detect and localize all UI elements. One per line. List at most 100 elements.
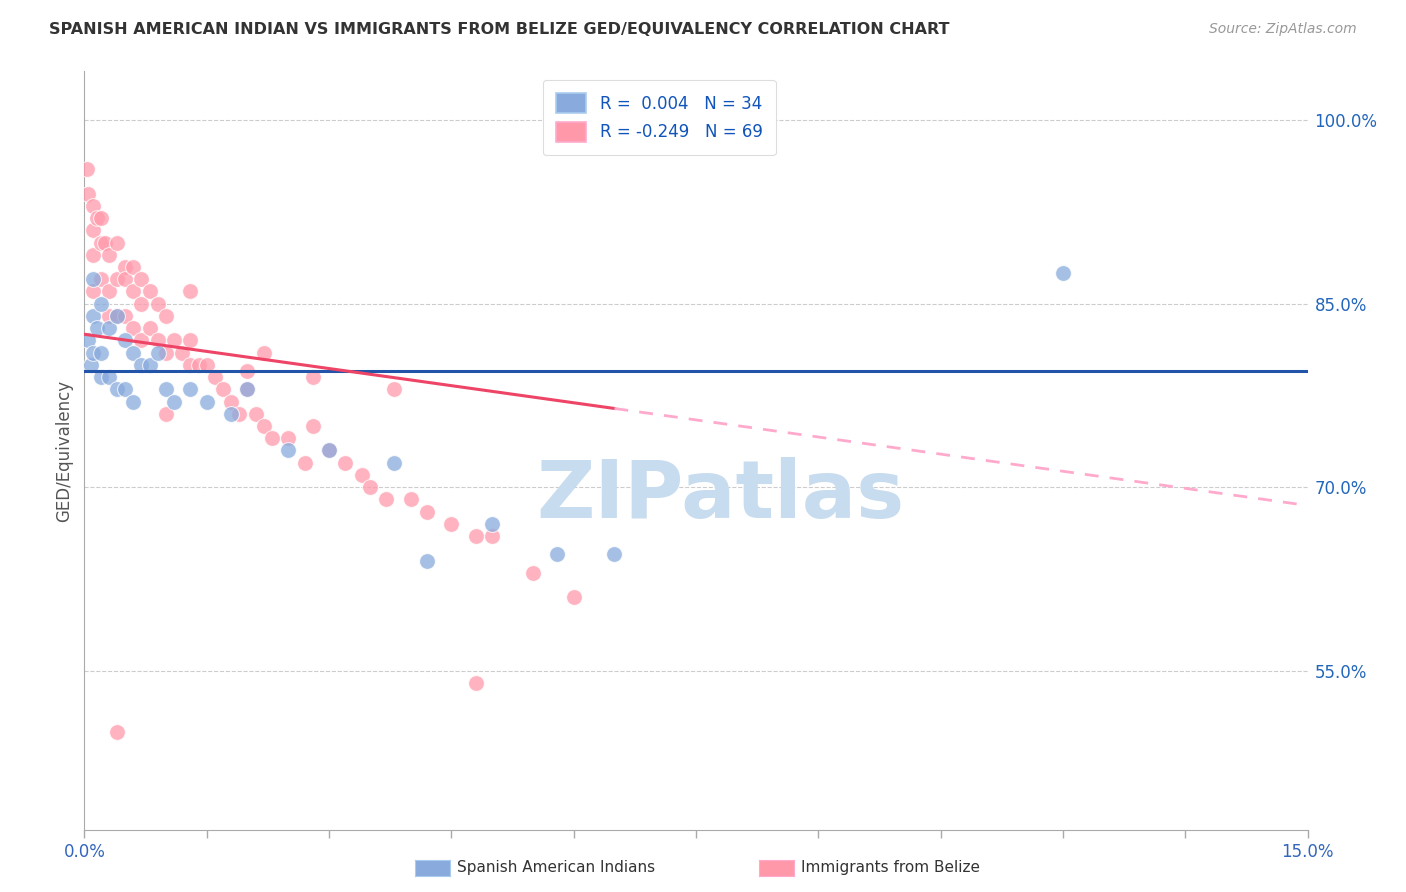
Point [82, 223, 104, 237]
Point [546, 548, 568, 562]
Point [138, 358, 160, 372]
Point [179, 285, 201, 299]
Point [236, 382, 259, 396]
Point [97, 321, 120, 335]
Point [82, 309, 104, 323]
Point [86, 321, 108, 335]
Point [131, 334, 153, 348]
Point [90, 272, 112, 286]
Point [146, 296, 169, 310]
Point [82, 272, 104, 286]
Point [440, 516, 463, 531]
Point [105, 235, 128, 250]
Point [301, 370, 323, 384]
Text: SPANISH AMERICAN INDIAN VS IMMIGRANTS FROM BELIZE GED/EQUIVALENCY CORRELATION CH: SPANISH AMERICAN INDIAN VS IMMIGRANTS FR… [49, 22, 949, 37]
Point [80, 358, 103, 372]
Point [114, 309, 136, 323]
Point [146, 334, 169, 348]
Point [155, 345, 177, 359]
Point [359, 480, 381, 494]
Point [97, 285, 120, 299]
Point [277, 431, 299, 445]
Point [350, 467, 373, 482]
Point [155, 309, 177, 323]
Point [464, 675, 486, 690]
Point [82, 248, 104, 262]
Point [138, 321, 160, 335]
Point [131, 272, 153, 286]
Point [219, 407, 242, 421]
Point [236, 382, 259, 396]
Point [90, 211, 112, 226]
Point [416, 553, 439, 567]
Point [105, 382, 128, 396]
Point [90, 370, 112, 384]
Point [77, 334, 100, 348]
Point [82, 345, 104, 359]
Point [212, 382, 235, 396]
Point [522, 566, 544, 580]
Point [105, 309, 128, 323]
Point [204, 370, 226, 384]
Point [253, 419, 276, 434]
Point [90, 345, 112, 359]
Point [82, 285, 104, 299]
Point [399, 492, 422, 507]
Point [122, 285, 145, 299]
Point [122, 394, 145, 409]
Point [114, 272, 136, 286]
Point [105, 724, 128, 739]
Point [375, 492, 398, 507]
Point [382, 456, 405, 470]
Point [90, 296, 112, 310]
Text: ZIPatlas: ZIPatlas [536, 457, 904, 535]
Point [114, 334, 136, 348]
Point [179, 334, 201, 348]
Point [195, 358, 218, 372]
Point [90, 235, 112, 250]
Y-axis label: GED/Equivalency: GED/Equivalency [55, 379, 73, 522]
Point [97, 309, 120, 323]
Point [138, 285, 160, 299]
Text: Spanish American Indians: Spanish American Indians [457, 861, 655, 875]
Point [122, 345, 145, 359]
Point [146, 345, 169, 359]
Point [155, 407, 177, 421]
Point [131, 296, 153, 310]
Text: Source: ZipAtlas.com: Source: ZipAtlas.com [1209, 22, 1357, 37]
Point [105, 309, 128, 323]
Point [131, 358, 153, 372]
Point [122, 260, 145, 274]
Point [245, 407, 267, 421]
Point [97, 248, 120, 262]
Point [318, 443, 340, 458]
Point [155, 382, 177, 396]
Point [277, 443, 299, 458]
Point [163, 394, 186, 409]
Point [562, 591, 585, 605]
Point [481, 516, 503, 531]
Point [93, 235, 115, 250]
Point [76, 162, 98, 177]
Point [318, 443, 340, 458]
Point [105, 272, 128, 286]
Point [114, 260, 136, 274]
Point [163, 334, 186, 348]
Point [1052, 266, 1074, 280]
Point [236, 364, 259, 378]
Legend: R =  0.004   N = 34, R = -0.249   N = 69: R = 0.004 N = 34, R = -0.249 N = 69 [543, 79, 776, 155]
Point [382, 382, 405, 396]
Point [228, 407, 250, 421]
Point [187, 358, 209, 372]
Point [335, 456, 357, 470]
Point [301, 419, 323, 434]
Point [294, 456, 316, 470]
Point [179, 382, 201, 396]
Point [97, 370, 120, 384]
Point [603, 548, 626, 562]
Point [179, 358, 201, 372]
Point [416, 505, 439, 519]
Point [253, 345, 276, 359]
Text: Immigrants from Belize: Immigrants from Belize [801, 861, 980, 875]
Point [114, 382, 136, 396]
